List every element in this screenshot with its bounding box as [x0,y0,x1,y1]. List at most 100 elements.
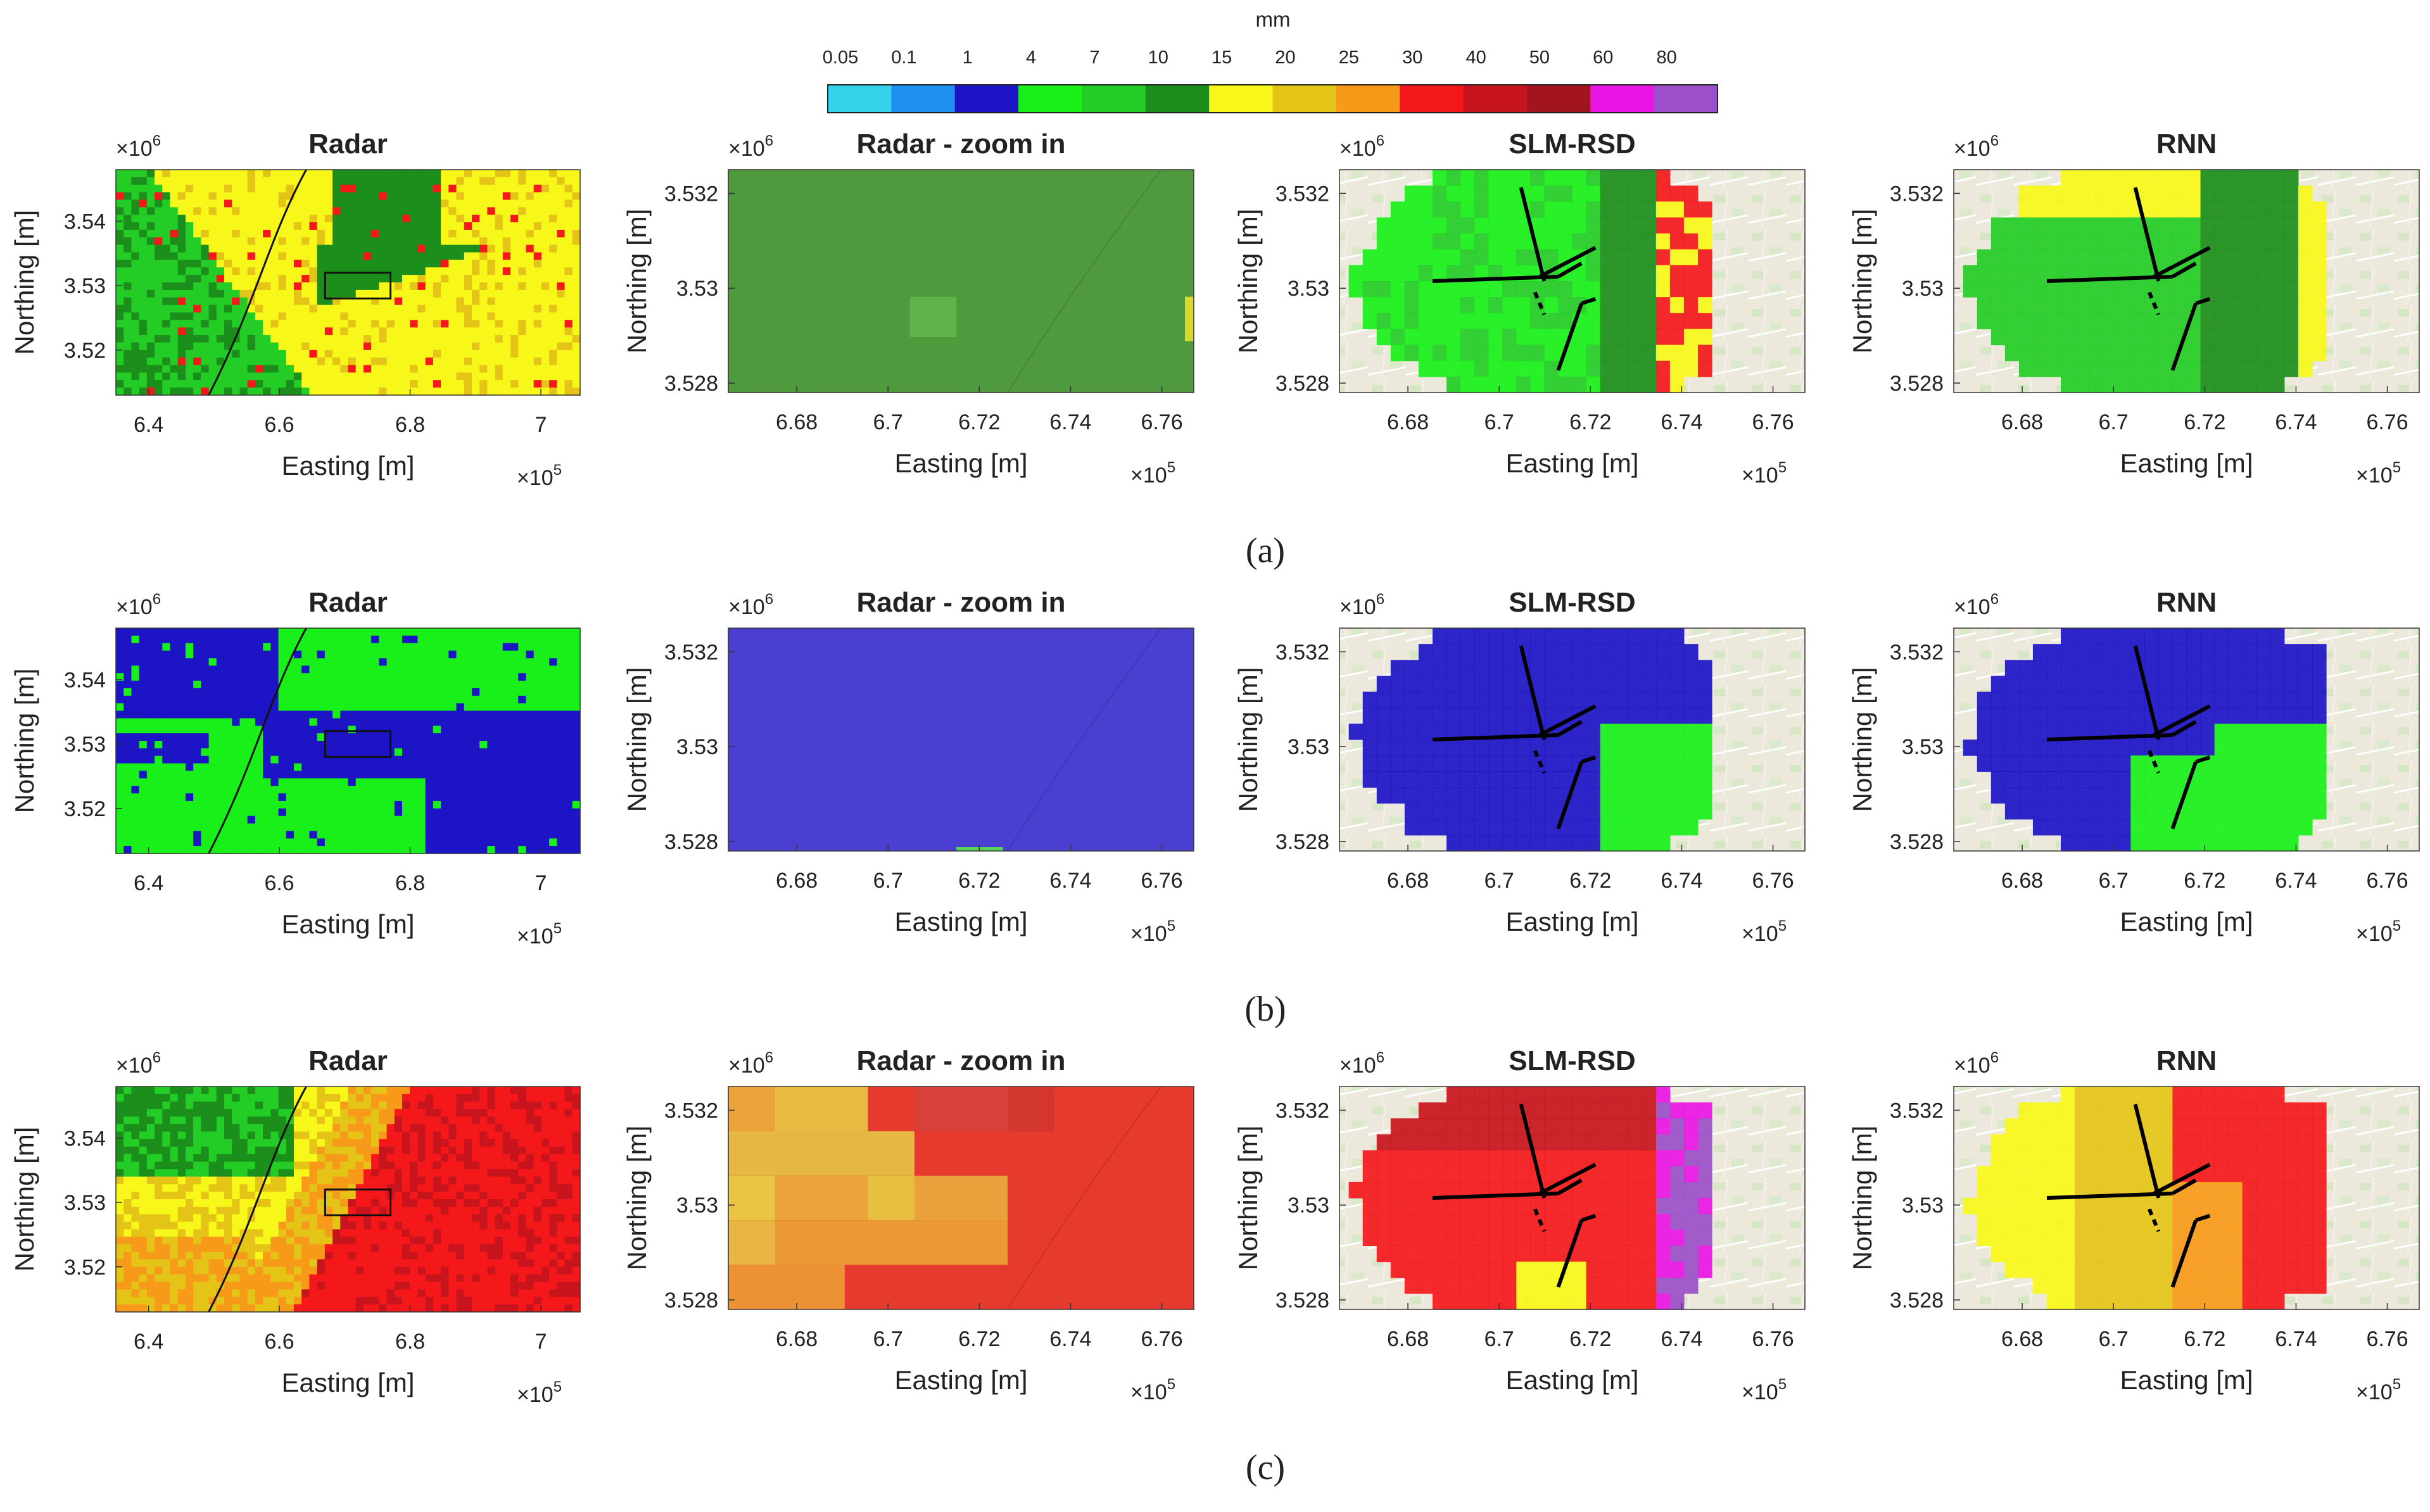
radar-cell [557,658,565,665]
radar-cell [286,358,294,365]
estimate-cell [1656,755,1671,772]
radar-cell [178,298,186,305]
estimate-cell [2298,234,2313,250]
x-tick-label: 6.6 [264,871,294,895]
estimate-cell [1474,249,1489,266]
radar-cell [549,222,557,230]
radar-cell [325,793,333,801]
estimate-cell [1405,201,1419,218]
radar-cell [479,696,488,703]
estimate-cell [2019,186,2034,202]
estimate-cell [1614,217,1629,234]
radar-cell [410,253,418,260]
estimate-cell [2075,186,2089,202]
radar-cell [123,809,132,816]
radar-cell [457,192,465,200]
estimate-cell [1656,329,1671,345]
radar-cell [371,245,379,253]
radar-cell [317,275,326,282]
radar-cell [379,696,387,703]
radar-cell [402,215,410,222]
radar-cell [549,718,557,726]
radar-cell [317,207,326,215]
radar-cell [193,327,201,335]
radar-cell [549,365,557,373]
radar-cell [356,267,364,275]
colorbar-tick-label: 50 [1529,47,1550,68]
radar-cell [356,290,364,298]
radar-cell [510,846,519,854]
radar-cell [541,312,550,320]
radar-cell [441,185,449,192]
radar-cell [201,290,209,298]
radar-cell [147,748,155,756]
estimate-cell [2117,281,2131,298]
radar-cell [348,170,357,177]
radar-cell [162,748,170,756]
radar-cell [294,696,302,703]
radar-cell [294,365,302,373]
radar-cell [294,771,302,778]
radar-cell [263,358,271,365]
panel-title: SLM-RSD [1509,587,1635,618]
radar-cell [448,350,457,358]
radar-cell [178,222,186,230]
radar-cell [487,824,495,831]
radar-cell [248,380,256,387]
estimate-cell [2215,234,2229,250]
x-tick-label: 6.4 [134,413,163,437]
radar-cell [472,267,480,275]
estimate-cell [1530,345,1545,362]
radar-cell [263,305,271,313]
estimate-cell [1377,724,1391,740]
radar-cell [294,260,302,267]
y-axis-label: Northing [m] [9,669,39,814]
estimate-cell [1544,234,1559,250]
radar-cell [170,748,179,756]
radar-cell [402,771,410,778]
estimate-cell [1628,740,1643,756]
radar-cell [332,222,341,230]
estimate-cell [2270,692,2285,709]
radar-cell [549,764,557,771]
radar-cell [441,824,449,831]
radar-cell [123,230,132,237]
radar-cell [441,267,449,275]
radar-cell [348,387,357,395]
radar-cell [286,320,294,327]
radar-cell [263,237,271,245]
radar-cell [232,846,240,854]
radar-cell [286,260,294,267]
radar-cell [193,764,201,771]
radar-cell [317,230,326,237]
colorbar-tick-label: 10 [1148,47,1168,68]
radar-cell [348,764,357,771]
estimate-cell [1530,329,1545,345]
estimate-cell [2158,676,2173,692]
radar-cell [417,245,426,253]
radar-cell [294,245,302,253]
radar-cell [332,741,341,748]
radar-cell [487,756,495,764]
radar-cell [123,741,132,748]
radar-cell [279,748,287,756]
radar-cell [526,636,534,643]
radar-cell [309,275,317,282]
radar-cell [410,222,418,230]
radar-cell [147,290,155,298]
radar-cell [286,185,294,192]
radar-cell [317,185,326,192]
radar-cell [402,651,410,658]
radar-cell [255,665,263,673]
radar-cell [565,275,573,282]
estimate-cell [2019,217,2034,234]
estimate-cell [1460,803,1475,820]
radar-cell [294,350,302,358]
radar-cell [116,696,124,703]
estimate-cell [1433,644,1447,660]
radar-cell [178,636,186,643]
estimate-cell [1363,313,1377,329]
estimate-cell [1502,361,1517,377]
radar-cell [387,380,395,387]
radar-cell [193,711,201,719]
